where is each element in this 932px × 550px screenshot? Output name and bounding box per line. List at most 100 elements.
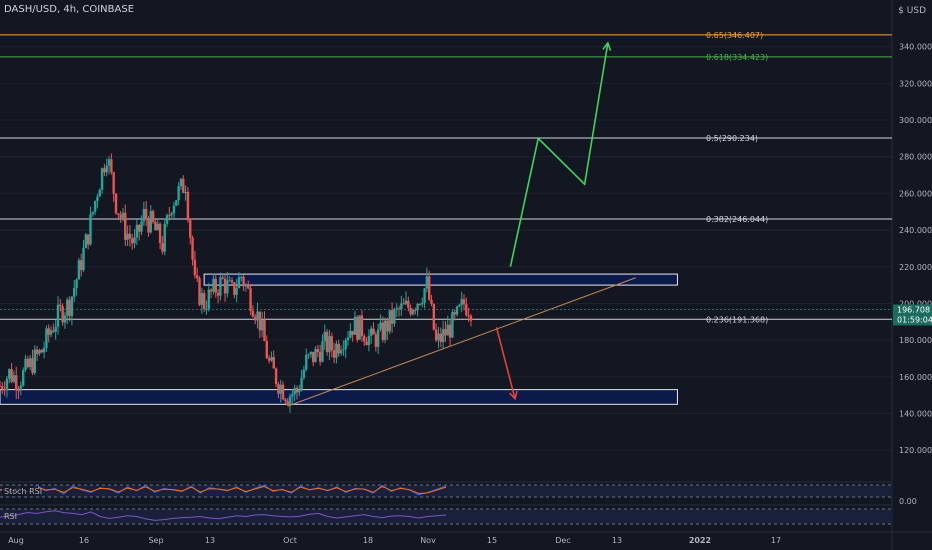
y-tick-label: 280.000 — [899, 153, 932, 162]
candle-body — [237, 277, 241, 289]
candle-body — [411, 310, 415, 315]
candle-body — [244, 285, 248, 287]
candle-body — [40, 349, 43, 353]
candle-body — [455, 306, 459, 315]
candle-body — [56, 304, 60, 327]
candle-body — [332, 350, 336, 358]
candle-body — [179, 178, 183, 187]
candle-body — [15, 375, 18, 391]
candle-body — [131, 238, 134, 244]
candle-body — [312, 351, 315, 363]
candle-body — [107, 159, 111, 166]
candle-body — [221, 277, 224, 279]
support-zone — [203, 273, 678, 286]
candle-body — [93, 201, 97, 212]
candle-body — [270, 357, 273, 361]
candle-body — [339, 350, 343, 354]
candle-body — [124, 212, 127, 240]
candle-body — [96, 196, 99, 202]
candle-body — [91, 211, 94, 215]
candle-body — [84, 234, 88, 248]
candle-body — [247, 285, 250, 289]
candle-body — [363, 336, 366, 342]
candle-body — [156, 223, 159, 231]
candle-body — [346, 337, 350, 341]
x-tick-label: 2022 — [689, 536, 711, 545]
bullish-scenario-arrow — [509, 42, 609, 267]
candle-body — [288, 396, 292, 406]
candle-body — [300, 377, 303, 391]
candle-body — [73, 288, 76, 297]
candle-body — [242, 276, 245, 287]
candle-body — [77, 260, 81, 280]
candle-body — [446, 324, 449, 336]
candle-body — [344, 340, 347, 350]
stoch-title-bg — [2, 486, 38, 496]
candle-body — [31, 358, 34, 373]
stoch-tick-label: 0.00 — [899, 497, 917, 506]
candle-body — [263, 319, 266, 342]
candle-body — [42, 347, 46, 353]
candle-body — [393, 309, 396, 324]
candle-body — [205, 308, 208, 310]
candle-body — [226, 280, 229, 294]
candle-body — [249, 288, 252, 311]
candle-body — [196, 275, 199, 279]
candle-body — [370, 328, 373, 336]
fib-level-label: 0.236(191.368) — [706, 315, 768, 324]
price-tag-box — [893, 304, 932, 326]
candle-body — [409, 307, 412, 315]
candle-body — [325, 331, 329, 353]
candle-body — [17, 390, 20, 392]
candle-body — [170, 213, 173, 216]
candle-body — [328, 336, 331, 353]
candle-body — [432, 303, 436, 330]
y-tick-label: 340.000 — [899, 43, 932, 52]
candle-body — [193, 259, 197, 276]
candle-body — [45, 328, 48, 348]
candle-body — [390, 310, 394, 324]
candle-body — [19, 385, 23, 391]
candle-body — [274, 368, 278, 385]
candle-body — [119, 214, 122, 218]
candle-body — [416, 303, 419, 311]
candle-body — [337, 343, 340, 354]
candle-body — [321, 341, 324, 362]
candle-body — [214, 278, 217, 293]
candle-body — [251, 310, 255, 317]
candle-body — [298, 390, 301, 393]
candle-body — [379, 322, 382, 330]
candle-body — [277, 384, 280, 394]
candle-body — [465, 304, 468, 316]
candle-body — [365, 341, 368, 346]
candle-body — [235, 288, 238, 295]
candle-body — [441, 329, 445, 343]
candle-body — [367, 335, 371, 346]
candle-body — [47, 328, 50, 335]
y-tick-label: 300.000 — [899, 116, 932, 125]
candle-body — [110, 159, 113, 173]
x-tick-label: 18 — [363, 536, 373, 545]
candle-body — [165, 215, 169, 224]
fib-level-label: 0.618(334.423) — [706, 53, 768, 62]
candle-body — [112, 172, 115, 194]
candle-body — [61, 306, 64, 323]
candle-body — [219, 277, 222, 296]
candle-body — [314, 349, 317, 363]
y-tick-label: 160.000 — [899, 373, 932, 382]
bearish-scenario-arrow-head — [508, 390, 518, 401]
candle-body — [63, 315, 67, 323]
candle-body — [1, 386, 4, 390]
y-tick-label: 260.000 — [899, 189, 932, 198]
candle-body — [0, 385, 2, 387]
candle-body — [186, 191, 190, 221]
candle-body — [24, 358, 27, 370]
candle-body — [254, 316, 257, 321]
candle-body — [80, 260, 83, 271]
bullish-scenario-arrow-head — [602, 41, 612, 51]
candle-body — [140, 221, 143, 232]
candle-body — [168, 215, 171, 217]
candle-body — [121, 212, 125, 218]
candle-body — [207, 289, 210, 309]
